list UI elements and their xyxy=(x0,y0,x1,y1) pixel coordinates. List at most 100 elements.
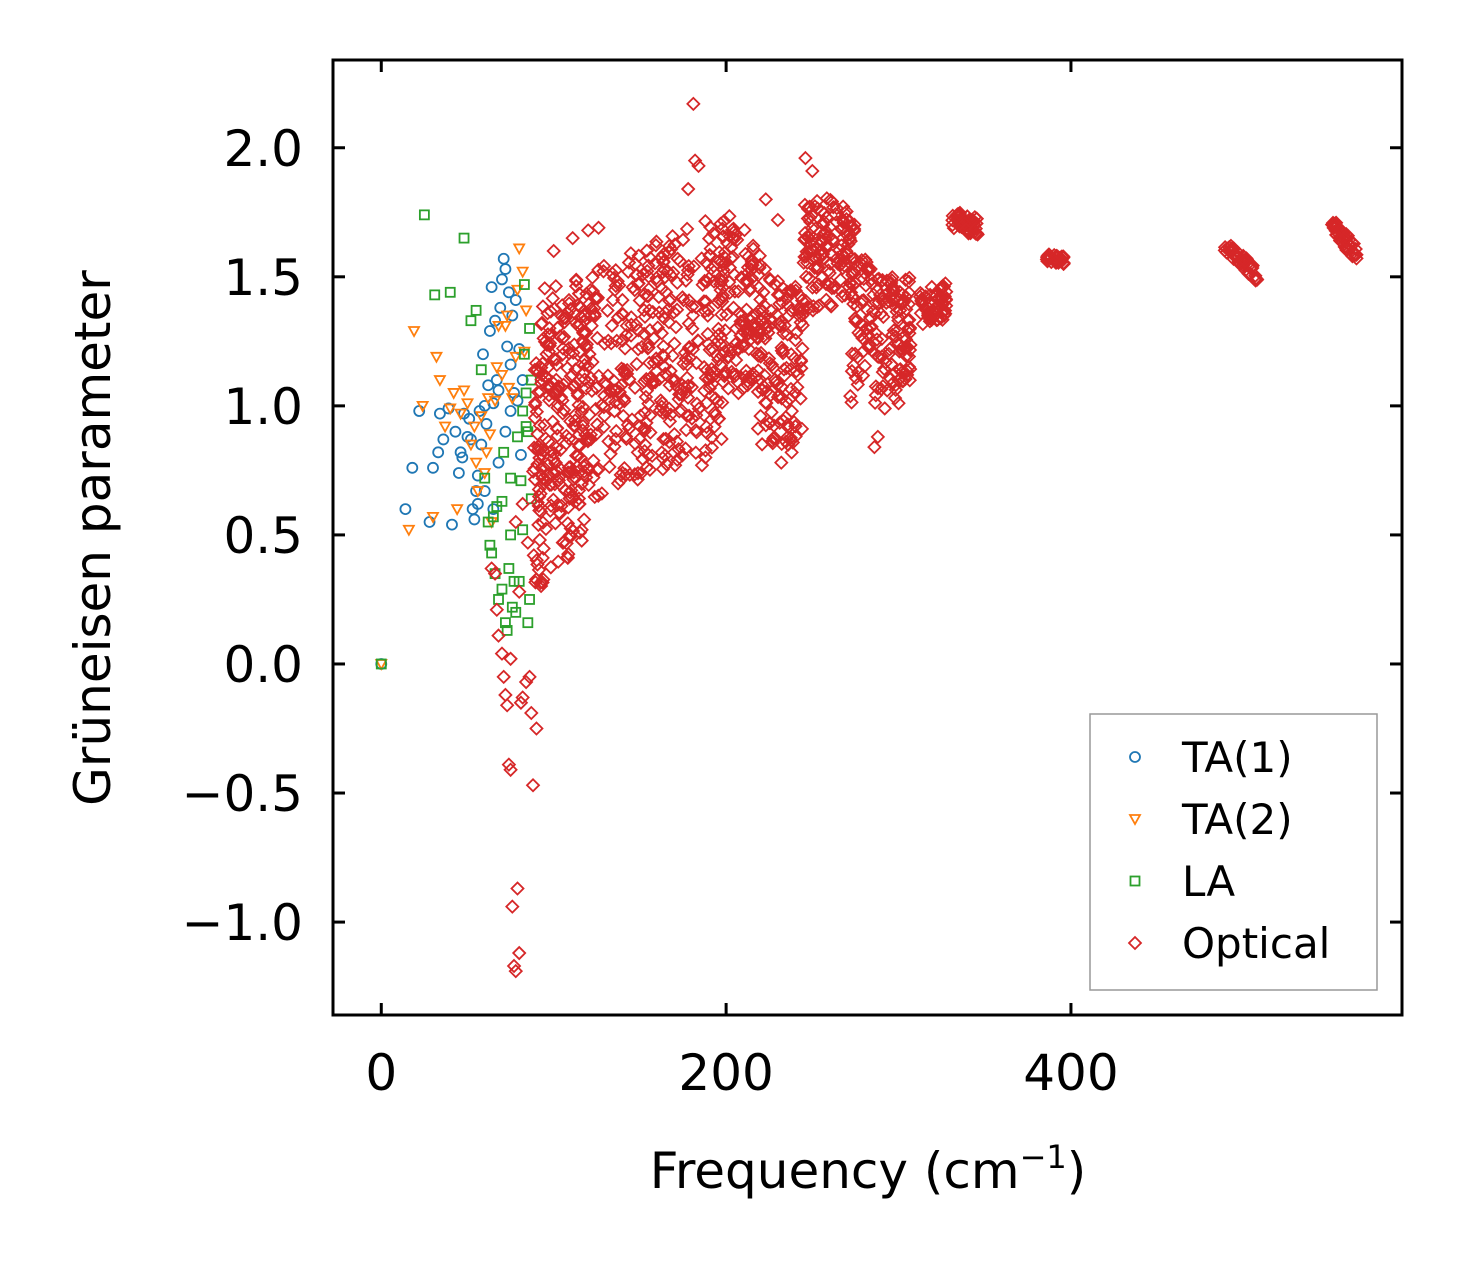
data-point-optical xyxy=(817,205,832,221)
data-point-la xyxy=(375,658,387,670)
data-point-optical xyxy=(546,243,561,259)
data-point-optical xyxy=(579,337,595,352)
data-point-optical xyxy=(637,421,652,436)
data-point-optical xyxy=(656,339,671,354)
data-point-optical xyxy=(617,341,633,356)
data-point-optical xyxy=(698,443,713,458)
y-tick-label: 0.0 xyxy=(223,636,303,694)
data-point-optical xyxy=(650,274,665,289)
data-point-optical xyxy=(801,230,816,245)
data-point-la xyxy=(503,563,515,574)
data-point-la xyxy=(470,304,482,316)
data-point-optical xyxy=(637,423,653,438)
data-point-optical xyxy=(614,377,629,393)
data-point-la xyxy=(500,617,511,629)
data-point-optical xyxy=(547,446,562,461)
data-point-optical xyxy=(701,231,717,246)
data-point-optical xyxy=(568,272,584,288)
data-point-optical xyxy=(689,355,704,371)
data-point-optical xyxy=(615,333,630,348)
data-point-optical xyxy=(806,299,821,314)
data-point-optical xyxy=(884,273,900,288)
data-point-optical xyxy=(798,150,813,166)
data-point-ta-2 xyxy=(488,395,502,408)
data-point-optical xyxy=(843,388,858,404)
data-point-optical xyxy=(733,318,749,333)
data-point-optical xyxy=(616,362,631,378)
data-point-optical xyxy=(590,330,605,346)
data-point-optical xyxy=(798,269,814,285)
data-point-optical xyxy=(506,958,522,974)
data-point-optical xyxy=(555,535,571,550)
data-point-ta-2 xyxy=(471,486,485,498)
data-point-optical xyxy=(629,267,644,282)
data-point-optical xyxy=(722,208,737,224)
data-point-optical xyxy=(515,690,530,705)
data-point-optical xyxy=(897,340,913,355)
data-point-ta-2 xyxy=(519,305,533,318)
data-point-optical xyxy=(857,358,873,374)
legend-label-ta-1: TA(1) xyxy=(1181,733,1293,782)
data-point-optical xyxy=(663,363,678,379)
data-point-la xyxy=(418,209,430,221)
data-point-optical xyxy=(527,410,543,426)
data-point-optical xyxy=(720,381,736,396)
data-point-optical xyxy=(637,437,653,452)
data-point-optical xyxy=(846,221,862,237)
data-point-optical xyxy=(774,343,790,358)
y-tick-label: 0.5 xyxy=(223,507,303,565)
data-point-ta-2 xyxy=(483,429,497,442)
data-point-optical xyxy=(554,498,569,514)
data-point-optical xyxy=(968,221,984,236)
data-point-optical xyxy=(884,356,899,372)
data-point-optical xyxy=(572,525,588,540)
y-tick-label: −1.0 xyxy=(182,894,303,952)
data-point-optical xyxy=(795,318,810,333)
data-point-optical xyxy=(874,331,890,347)
data-point-ta-2 xyxy=(454,408,468,421)
data-point-optical xyxy=(744,254,760,270)
data-point-optical xyxy=(872,287,888,303)
data-point-optical xyxy=(633,408,648,424)
data-point-optical xyxy=(753,349,768,364)
data-point-optical xyxy=(511,584,527,599)
data-point-optical xyxy=(591,368,607,384)
data-point-optical xyxy=(703,241,718,256)
plot-frame xyxy=(331,58,1404,1017)
data-point-optical xyxy=(761,351,777,366)
data-point-optical xyxy=(884,340,899,355)
data-point-optical xyxy=(591,220,606,236)
data-point-optical xyxy=(1345,248,1360,264)
data-point-optical xyxy=(877,401,893,416)
data-point-ta-1 xyxy=(456,451,469,464)
data-point-optical xyxy=(654,325,670,341)
data-point-optical xyxy=(666,305,682,320)
data-point-optical xyxy=(562,491,577,506)
data-point-optical xyxy=(864,272,879,287)
y-axis-title: Grüneisen parameter xyxy=(64,270,122,806)
data-point-optical xyxy=(730,284,746,299)
data-point-optical xyxy=(784,445,799,460)
data-point-optical xyxy=(723,240,739,255)
data-point-optical xyxy=(745,238,761,254)
data-point-optical xyxy=(707,419,722,434)
data-point-optical xyxy=(758,192,774,207)
data-point-optical xyxy=(541,344,557,359)
data-point-optical xyxy=(1241,266,1256,281)
data-point-optical xyxy=(528,355,544,371)
data-point-optical xyxy=(577,352,593,367)
data-point-ta-1 xyxy=(484,325,496,337)
data-point-optical xyxy=(774,391,789,406)
data-point-ta-2 xyxy=(500,310,514,323)
x-axis-title-superscript: −1 xyxy=(1020,1138,1067,1176)
data-point-optical xyxy=(596,419,612,435)
data-point-ta-1 xyxy=(482,379,495,392)
data-point-optical xyxy=(870,429,886,445)
data-point-optical xyxy=(580,223,596,238)
data-point-optical xyxy=(655,450,671,466)
data-point-optical xyxy=(581,297,597,312)
data-point-optical xyxy=(676,292,691,308)
legend-item-ta-2: TA(2) xyxy=(1128,795,1293,844)
data-point-optical xyxy=(550,554,566,569)
data-point-optical xyxy=(714,307,729,322)
